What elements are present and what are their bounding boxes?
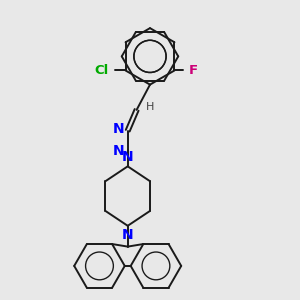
Text: Cl: Cl [94,64,109,77]
Text: F: F [188,64,197,77]
Text: N: N [122,228,134,242]
Text: N: N [112,122,124,136]
Text: N: N [112,145,124,158]
Text: H: H [146,102,154,112]
Text: N: N [122,150,134,164]
